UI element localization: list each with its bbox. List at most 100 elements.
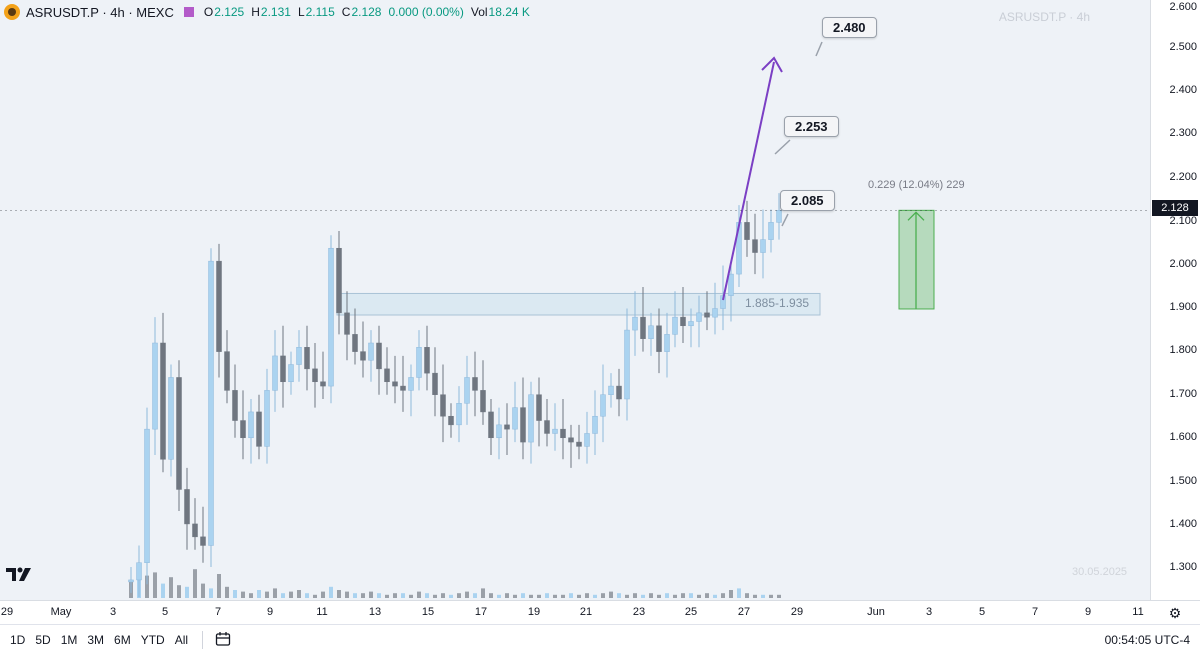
time-tick: 5	[161, 606, 169, 618]
time-tick: 17	[474, 606, 488, 618]
price-tick: 2.100	[1169, 215, 1197, 227]
volume-bar	[337, 590, 341, 598]
time-tick: 27	[737, 606, 751, 618]
axis-settings-icon[interactable]: ⚙	[1150, 600, 1200, 625]
candle-body	[240, 420, 246, 439]
range-3m-button[interactable]: 3M	[87, 633, 105, 647]
volume-bar	[729, 590, 733, 598]
time-tick: May	[50, 606, 72, 618]
volume-bar	[145, 575, 149, 598]
price-tick: 2.500	[1169, 41, 1197, 53]
symbol-title[interactable]: ASRUSDT.P · 4h · MEXC	[26, 4, 174, 20]
candle-body	[320, 381, 326, 387]
ohlc-open-value: 2.125	[214, 5, 245, 19]
candle-body	[752, 239, 758, 253]
candle-body	[488, 411, 494, 439]
time-tick: Jun	[867, 606, 885, 618]
ohlc-volume-key: Vol	[470, 5, 488, 19]
candle-body	[400, 385, 406, 391]
chart-area[interactable]: ASRUSDT.P · 4h · MEXC O 2.125 H 2.131 L …	[0, 0, 1150, 600]
time-tick: 13	[368, 606, 382, 618]
candle-body	[344, 312, 350, 335]
volume-bar	[777, 594, 781, 598]
price-callout-2480[interactable]: 2.480	[822, 17, 877, 38]
range-1d-button[interactable]: 1D	[10, 633, 26, 647]
candle-body	[256, 411, 262, 447]
candle-body	[512, 407, 518, 430]
candle-body	[768, 222, 774, 240]
candle-body	[464, 377, 470, 404]
candle-body	[248, 411, 254, 439]
volume-bar	[209, 588, 213, 598]
calendar-icon[interactable]	[215, 631, 231, 650]
volume-bar	[329, 586, 333, 598]
candle-body	[184, 489, 190, 525]
candle-body	[160, 342, 166, 460]
candle-body	[328, 247, 334, 387]
candle-body	[336, 247, 342, 314]
candle-body	[520, 407, 526, 443]
time-axis[interactable]: 29 May 3 5 7 9 11 13 15 17 19 21 23 25 2…	[0, 600, 1150, 625]
candle-body	[600, 394, 606, 417]
volume-bar	[225, 586, 229, 598]
price-tick: 2.300	[1169, 127, 1197, 139]
volume-bar	[217, 574, 221, 598]
volume-bar	[481, 588, 485, 598]
volume-bar	[593, 594, 597, 598]
candle-body	[432, 372, 438, 395]
callout-pointer	[815, 41, 823, 57]
volume-bar	[465, 591, 469, 598]
zone-range-label: 1.885-1.935	[745, 296, 810, 310]
volume-bar	[185, 586, 189, 598]
candle-body	[672, 316, 678, 335]
toolbar-divider	[202, 631, 204, 649]
ohlc-low-value: 2.115	[305, 5, 335, 19]
range-all-button[interactable]: All	[174, 633, 189, 647]
volume-bar	[673, 594, 677, 598]
volume-bar	[745, 593, 749, 598]
volume-bar	[657, 594, 661, 598]
candle-body	[392, 381, 398, 387]
volume-bar	[505, 593, 509, 598]
range-ytd-button[interactable]: YTD	[140, 633, 165, 647]
volume-bar	[497, 594, 501, 598]
candle-body	[424, 347, 430, 374]
price-tick: 1.800	[1169, 344, 1197, 356]
volume-bar	[585, 593, 589, 598]
volume-bar	[577, 594, 581, 598]
volume-bar	[297, 590, 301, 598]
time-tick: 3	[925, 606, 933, 618]
price-axis[interactable]: 2.600 2.500 2.400 2.300 2.200 2.100 2.00…	[1150, 0, 1200, 600]
price-callout-2085[interactable]: 2.085	[780, 190, 835, 211]
candle-body	[200, 536, 206, 546]
time-tick: 15	[421, 606, 435, 618]
range-5d-button[interactable]: 5D	[35, 633, 51, 647]
price-tick: 2.000	[1169, 258, 1197, 270]
volume-bar	[649, 593, 653, 598]
candle-body	[224, 351, 230, 391]
volume-bar	[385, 594, 389, 598]
volume-bar	[393, 593, 397, 598]
range-6m-button[interactable]: 6M	[114, 633, 131, 647]
range-1m-button[interactable]: 1M	[60, 633, 78, 647]
volume-bar	[633, 593, 637, 598]
candle-body	[448, 415, 454, 426]
volume-bar	[753, 594, 757, 598]
volume-bar	[545, 593, 549, 598]
ohlc-low-key: L	[297, 5, 305, 19]
tradingview-logo-icon[interactable]	[6, 566, 36, 587]
candle-body	[592, 415, 598, 434]
clock-readout[interactable]: 00:54:05 UTC-4	[1104, 633, 1190, 647]
volume-bar	[441, 593, 445, 598]
volume-bar	[473, 593, 477, 598]
volume-bar	[665, 593, 669, 598]
volume-bar	[641, 594, 645, 598]
price-chart[interactable]	[0, 0, 1150, 600]
price-callout-2253[interactable]: 2.253	[784, 116, 839, 137]
candle-body	[168, 377, 174, 460]
price-tick: 2.600	[1169, 1, 1197, 13]
candle-body	[744, 222, 750, 240]
time-tick: 9	[266, 606, 274, 618]
candle-body	[760, 239, 766, 253]
volume-bar	[761, 594, 765, 598]
